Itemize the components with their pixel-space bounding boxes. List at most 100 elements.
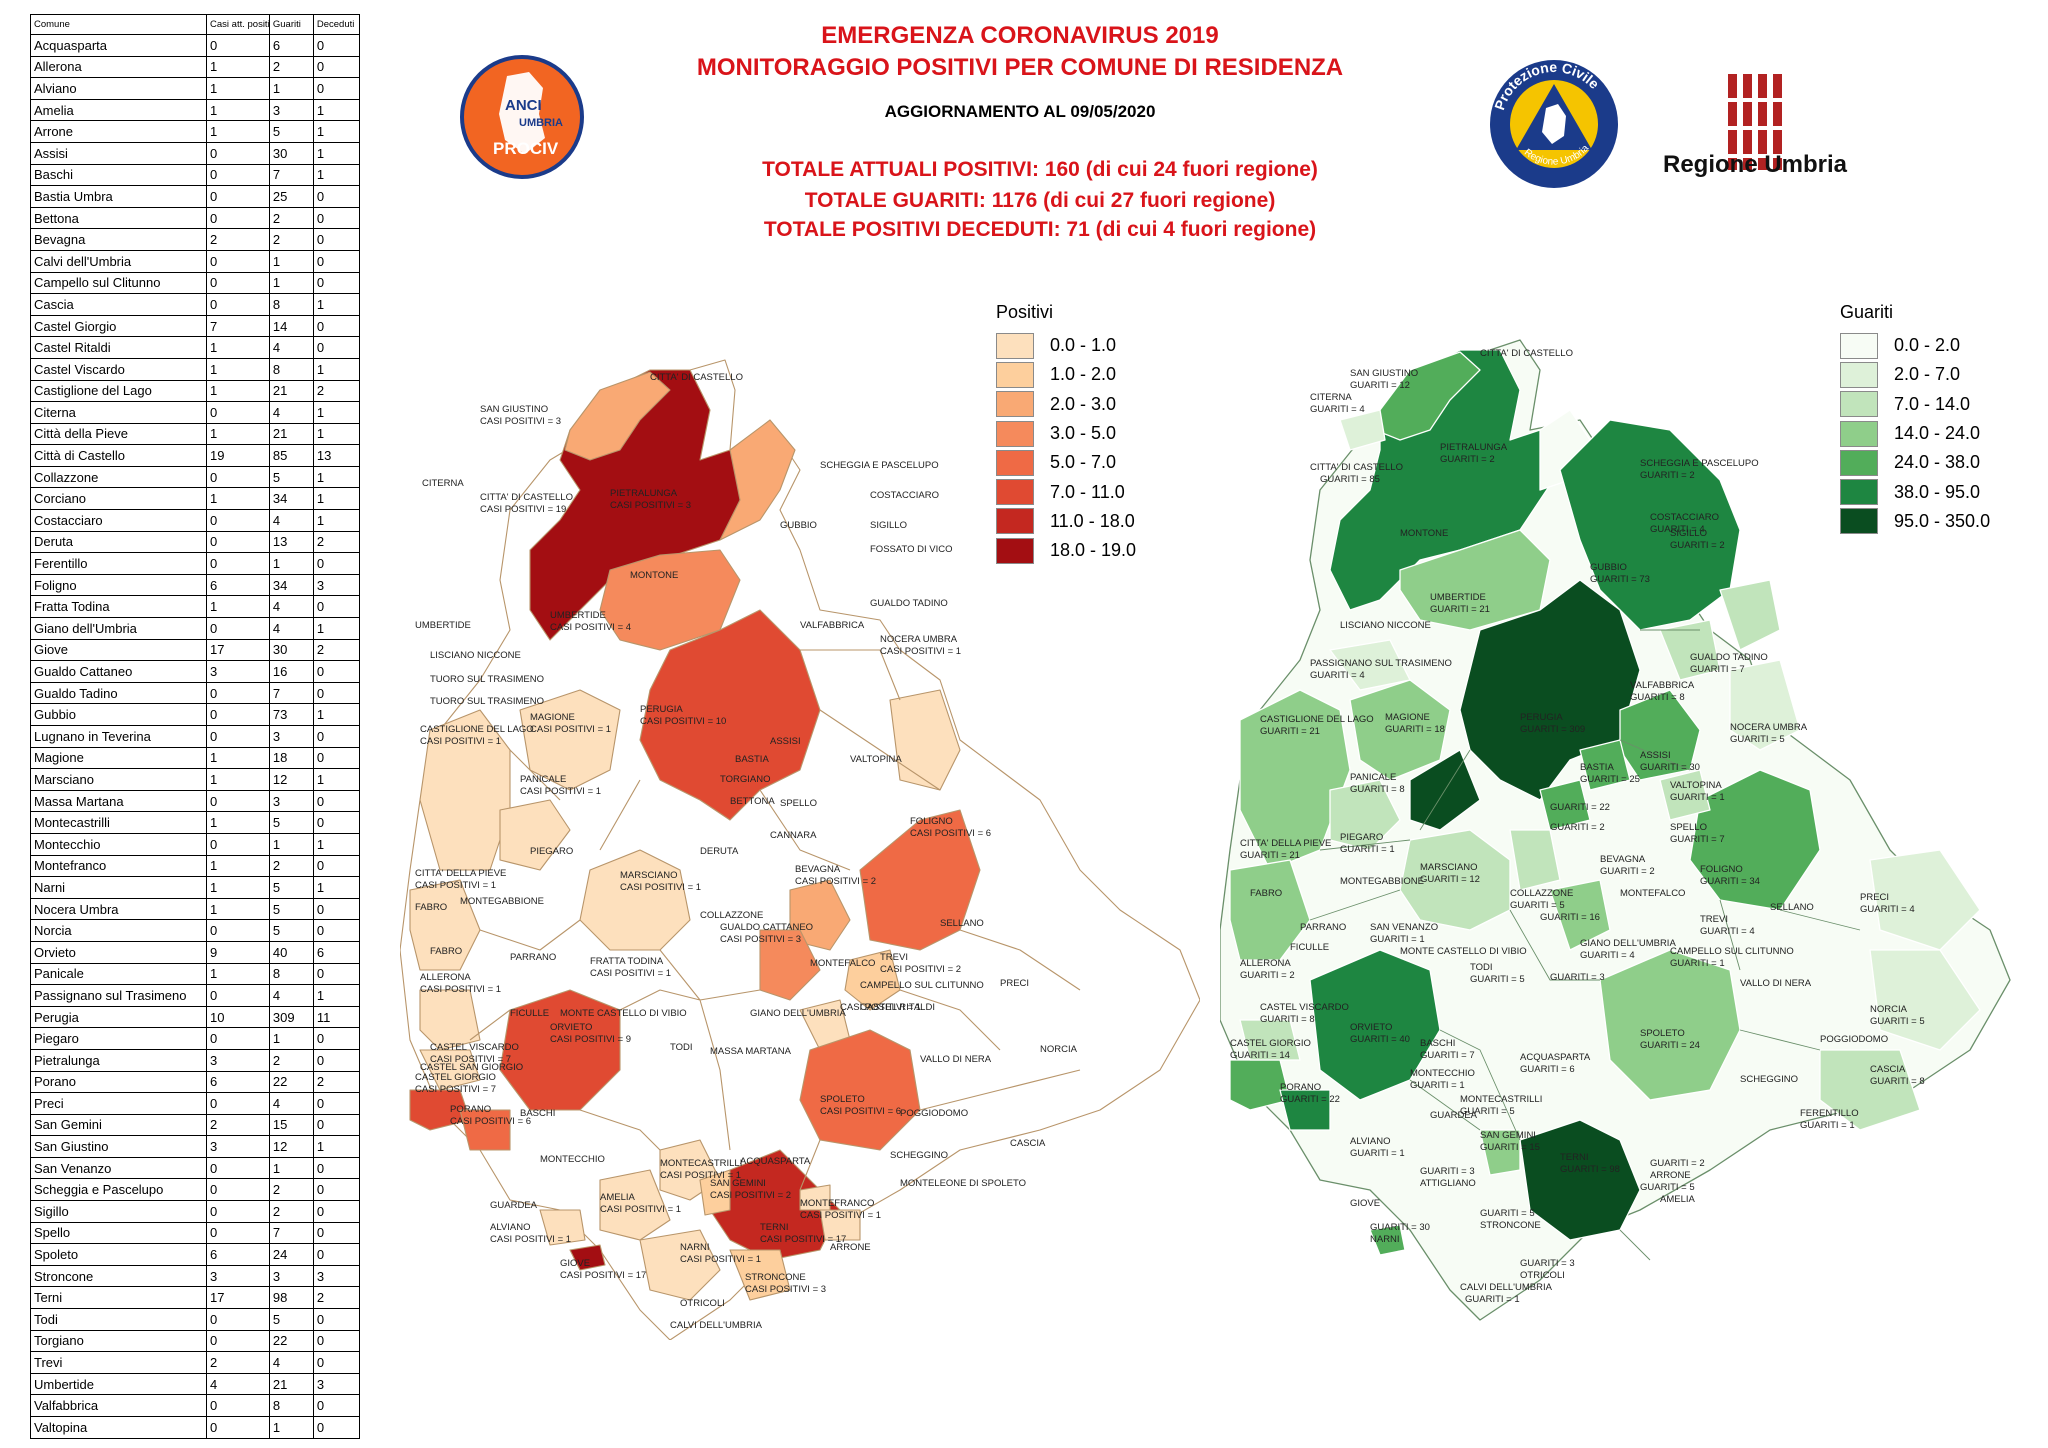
guariti-map-label: GUARITI = 8 — [1260, 1014, 1315, 1025]
guariti-map-label: MONTEFALCO — [1620, 888, 1685, 899]
table-row: Orvieto 9 40 6 — [29, 940, 361, 964]
guariti-map-label: NORCIA — [1870, 1004, 1908, 1015]
table-row: San Gemini 2 15 0 — [29, 1113, 361, 1137]
cell-comune: San Gemini — [29, 1113, 208, 1137]
guariti-legend-swatch — [1840, 449, 1878, 476]
cell-positivi: 1 — [206, 854, 270, 878]
cell-positivi: 17 — [206, 638, 270, 662]
cell-guariti: 30 — [268, 638, 314, 662]
cell-positivi: 6 — [206, 573, 270, 597]
guariti-map-label: GUARITI = 12 — [1420, 874, 1480, 885]
guariti-map-label: GUARITI = 2 — [1640, 470, 1695, 481]
cell-deceduti: 1 — [312, 293, 361, 316]
cell-comune: Amelia — [29, 98, 208, 122]
guariti-map-label: GUARITI = 1 — [1410, 1080, 1465, 1091]
cell-comune: Montecchio — [29, 832, 208, 856]
table-row: Nocera Umbra 1 5 0 — [29, 897, 361, 921]
guariti-map-label: GUARITI = 21 — [1260, 726, 1320, 737]
cell-comune: Spoleto — [29, 1243, 208, 1266]
region-g-citerna — [1339, 409, 1386, 451]
region-foligno — [859, 809, 981, 951]
guariti-legend-item: 14.0 - 24.0 — [1840, 419, 1990, 448]
cell-guariti: 1 — [268, 1416, 314, 1439]
cell-deceduti: 0 — [312, 746, 361, 770]
positivi-legend-item: 2.0 - 3.0 — [996, 390, 1136, 419]
cell-guariti: 3 — [268, 1264, 314, 1288]
positivi-legend-label: 2.0 - 3.0 — [1050, 393, 1117, 414]
guariti-map-label: FERENTILLO — [1800, 1108, 1859, 1119]
region-nocera — [889, 689, 961, 791]
cell-comune: Gualdo Cattaneo — [29, 660, 208, 683]
cell-positivi: 0 — [206, 509, 270, 532]
guariti-map-label: MONTECASTRILLI — [1460, 1094, 1542, 1105]
cell-comune: Lugnano in Teverina — [29, 725, 208, 748]
table-row: Giano dell'Umbria 0 4 1 — [29, 617, 361, 640]
cell-deceduti: 1 — [312, 876, 361, 899]
region-g-spoleto — [1599, 949, 1741, 1101]
table-row: Passignano sul Trasimeno 0 4 1 — [29, 984, 361, 1007]
positivi-map-label: SAN GEMINI — [710, 1178, 766, 1189]
guariti-map-label: GUARITI = 5 — [1460, 1106, 1515, 1117]
positivi-map-label: MONTEFALCO — [810, 958, 875, 969]
guariti-map-label: GUARITI = 1 — [1670, 958, 1725, 969]
guariti-map-label: SAN GEMINI — [1480, 1130, 1536, 1141]
table-body: Acquasparta 0 6 0 Allerona 1 2 0 Alviano 1 1 0 Ameli… — [29, 34, 361, 1439]
positivi-map-label: MARSCIANO — [620, 870, 678, 881]
region-g-terni — [1519, 1119, 1641, 1241]
table-row: Città della Pieve 1 21 1 — [29, 422, 361, 446]
positivi-map-label: CASTEL GIORGIO — [415, 1072, 496, 1083]
positivi-map-label: SAN GIUSTINO — [480, 404, 548, 415]
cell-guariti: 22 — [268, 1329, 314, 1353]
cell-comune: Stroncone — [29, 1264, 208, 1288]
guariti-map-label: GUARITI = 7 — [1670, 834, 1725, 845]
cell-guariti: 21 — [268, 422, 314, 446]
region-g-citta-della-pieve — [1229, 859, 1311, 961]
positivi-map-label: GUBBIO — [780, 520, 817, 531]
cell-positivi: 1 — [206, 595, 270, 619]
positivi-map-label: GIANO DELL'UMBRIA — [750, 1008, 846, 1019]
cell-comune: Marsciano — [29, 768, 208, 791]
region-panicale — [499, 799, 571, 871]
cell-comune: Castel Viscardo — [29, 357, 208, 381]
cell-deceduti: 0 — [312, 185, 361, 208]
guariti-map-label: PERUGIA — [1520, 712, 1563, 723]
cell-comune: Valfabbrica — [29, 1394, 208, 1417]
table-row: San Venanzo 0 1 0 — [29, 1156, 361, 1180]
positivi-map-label: CASI POSITIVI = 9 — [550, 1034, 631, 1045]
cell-guariti: 34 — [268, 487, 314, 511]
positivi-map-label: FABRO — [430, 946, 462, 957]
positivi-map-label: SIGILLO — [870, 520, 907, 531]
cell-positivi: 0 — [206, 185, 270, 208]
guariti-map-label: SCHEGGINO — [1740, 1074, 1798, 1085]
guariti-map-label: CITTA' DELLA PIEVE — [1240, 838, 1331, 849]
positivi-map-label: NOCERA UMBRA — [880, 634, 958, 645]
positivi-map-label: ALVIANO — [490, 1222, 530, 1233]
cell-comune: Bettona — [29, 206, 208, 230]
table-row: Montefranco 1 2 0 — [29, 854, 361, 878]
cell-comune: Fratta Todina — [29, 595, 208, 619]
cell-deceduti: 0 — [312, 962, 361, 986]
table-row: Gubbio 0 73 1 — [29, 703, 361, 726]
table-row: Todi 0 5 0 — [29, 1308, 361, 1331]
positivi-map-label: CASI POSITIVI = 1 — [420, 736, 501, 747]
cell-guariti: 85 — [268, 444, 314, 467]
cell-positivi: 6 — [206, 1243, 270, 1266]
positivi-map-label: PARRANO — [510, 952, 556, 963]
table-row: Giove 17 30 2 — [29, 638, 361, 662]
positivi-map-label: CASI POSITIVI = 4 — [550, 622, 631, 633]
cell-comune: Norcia — [29, 919, 208, 942]
cell-comune: Costacciaro — [29, 509, 208, 532]
guariti-map-label: ASSISI — [1640, 750, 1671, 761]
positivi-map-label: VALTOPINA — [850, 754, 902, 765]
positivi-map-label: TODI — [670, 1042, 693, 1053]
cell-comune: Città di Castello — [29, 444, 208, 467]
cell-guariti: 21 — [268, 379, 314, 403]
guariti-map-label: GUARITI = 21 — [1430, 604, 1490, 615]
cell-deceduti: 0 — [312, 854, 361, 878]
cell-positivi: 1 — [206, 336, 270, 359]
cell-positivi: 0 — [206, 249, 270, 273]
table-header-row: Comune Casi att. positivi Guariti Decedu… — [29, 14, 361, 35]
guariti-map-label: VALTOPINA — [1670, 780, 1722, 791]
cell-deceduti: 1 — [312, 141, 361, 165]
